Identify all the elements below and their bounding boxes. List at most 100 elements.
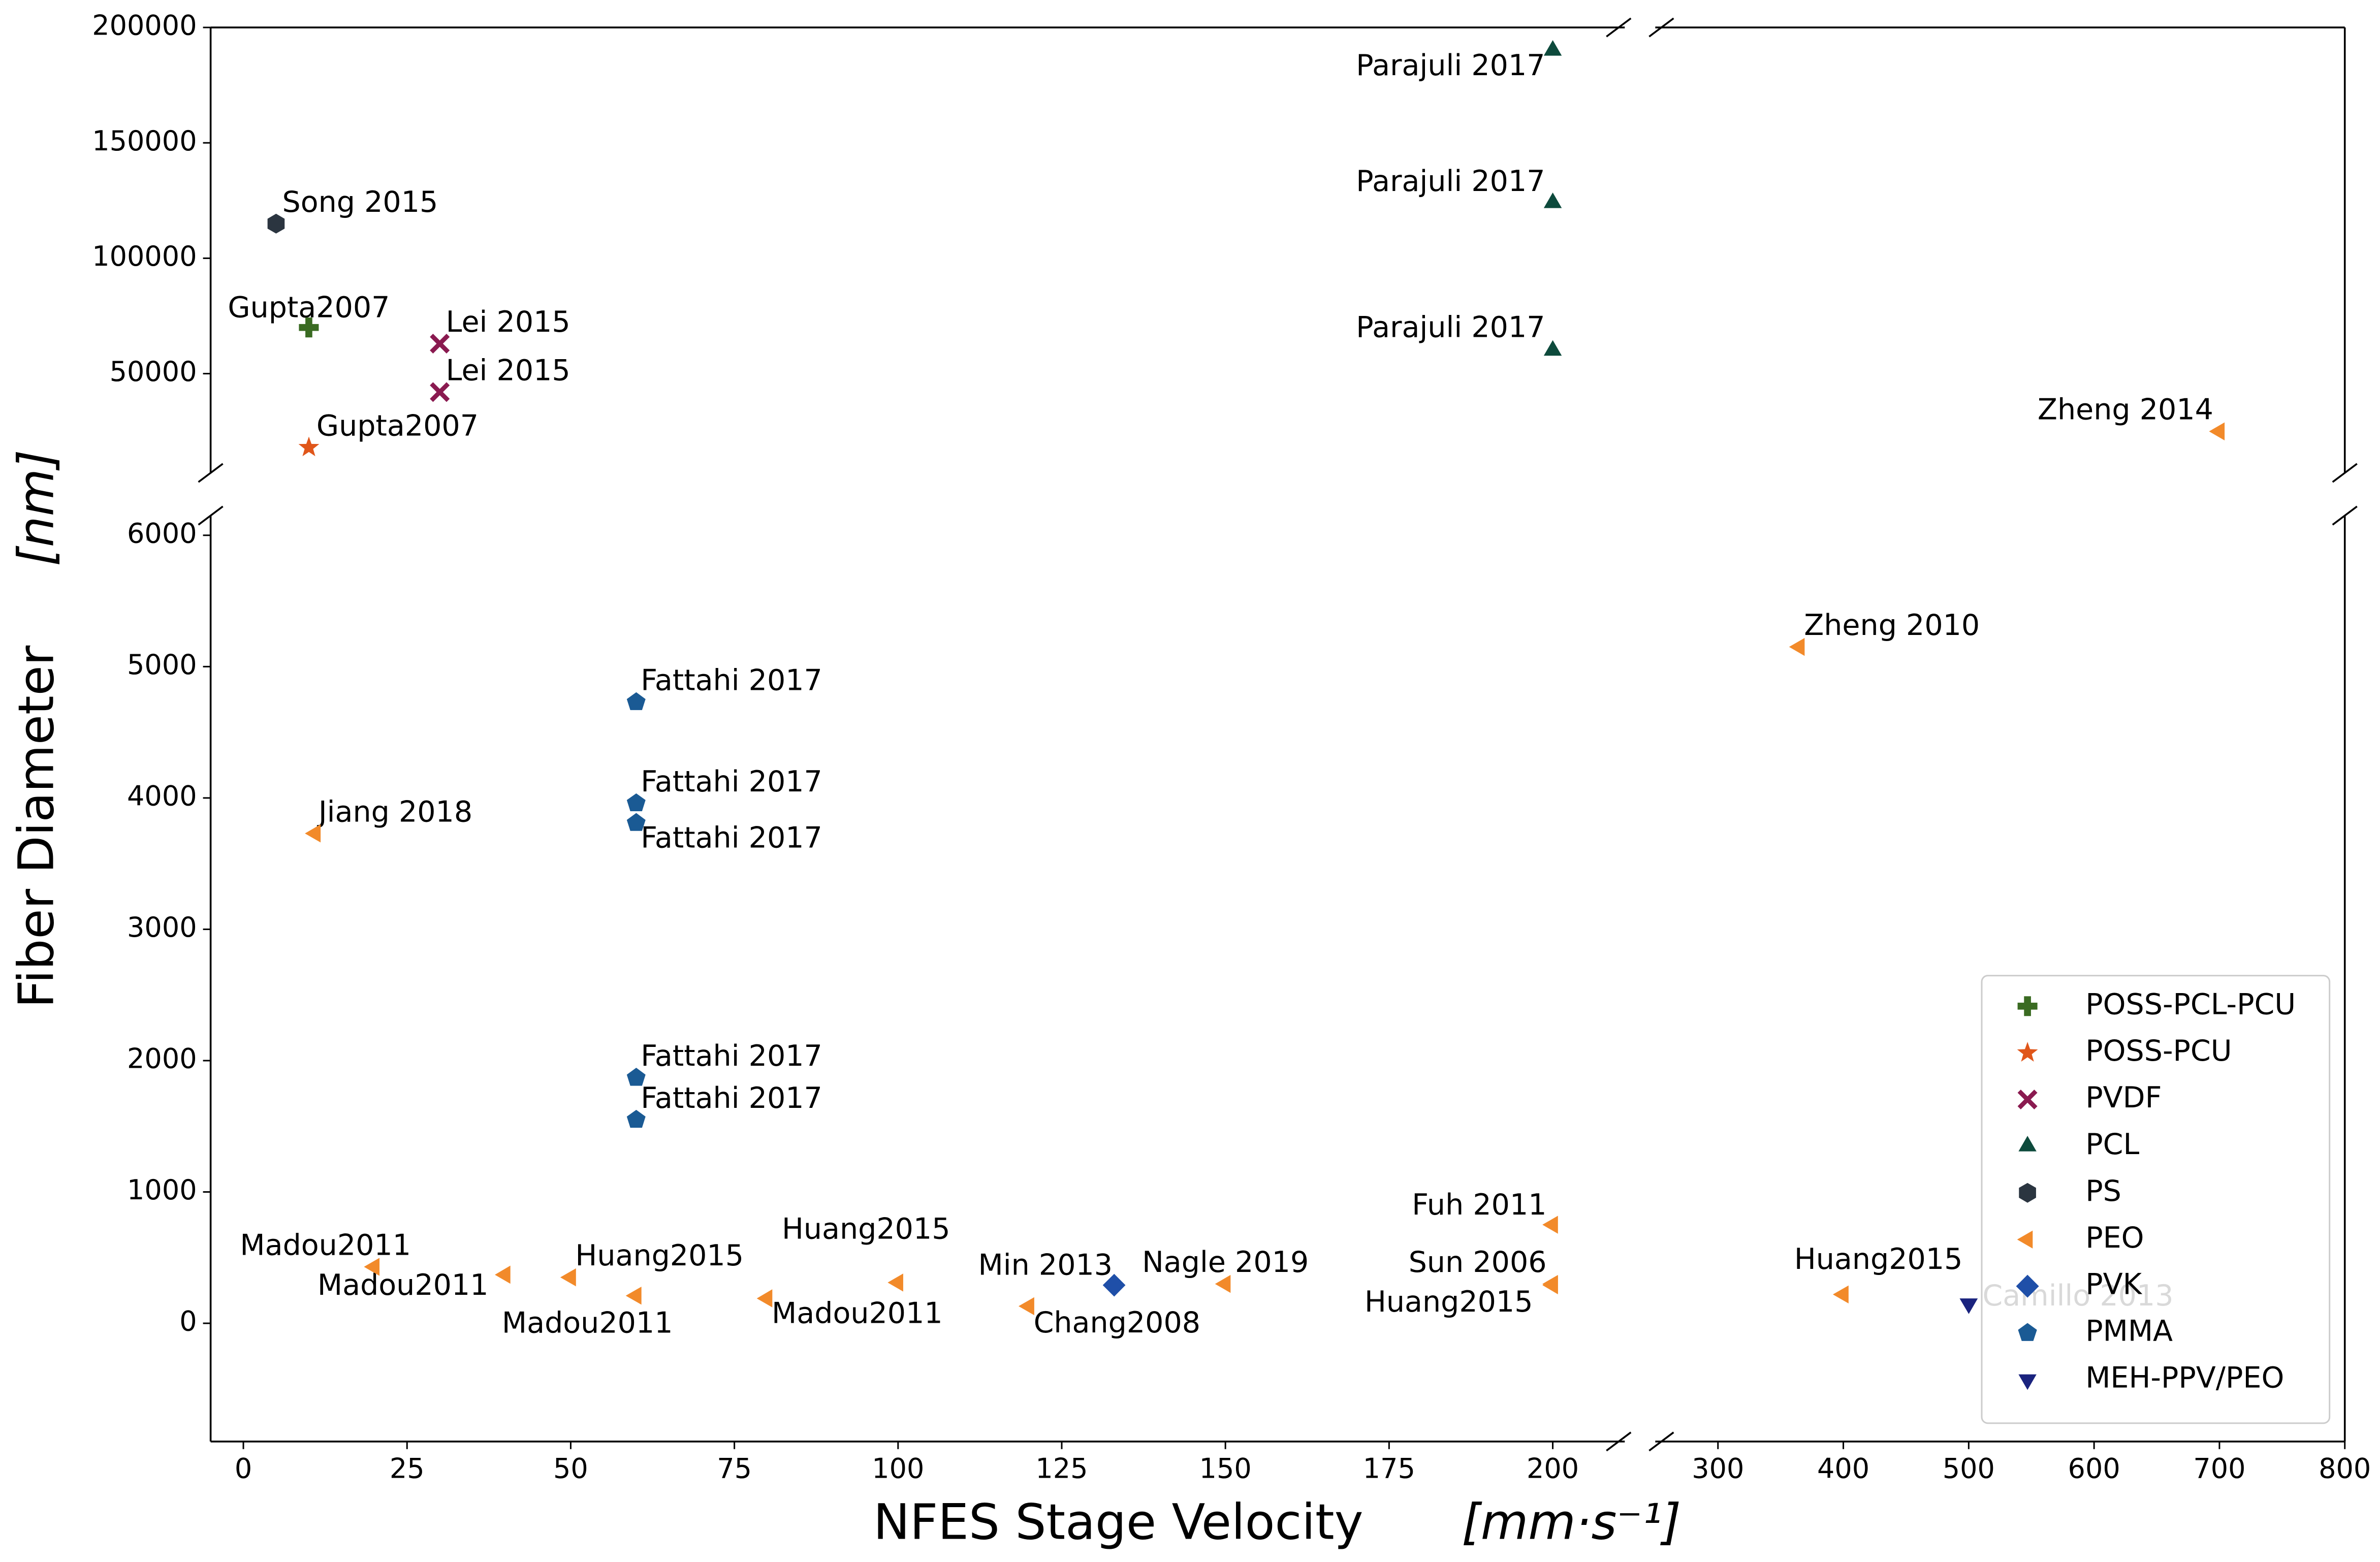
x-tick-label: 800 — [2319, 1452, 2371, 1484]
point-label: Fattahi 2017 — [641, 1081, 822, 1115]
legend-marker — [2018, 1374, 2037, 1390]
legend-label: PVK — [2085, 1268, 2142, 1301]
point — [1543, 40, 1562, 56]
point-label: Jiang 2018 — [317, 795, 472, 828]
point-label: Madou2011 — [240, 1228, 411, 1262]
point — [1543, 340, 1562, 356]
point — [626, 1068, 646, 1086]
y-tick-label: 100000 — [92, 240, 197, 272]
point-label: Fattahi 2017 — [641, 765, 822, 799]
x-tick-label: 50 — [553, 1452, 588, 1484]
legend-label: PVDF — [2085, 1081, 2162, 1114]
y-tick-label: 3000 — [127, 911, 197, 943]
point — [756, 1289, 773, 1308]
x-axis-unit: [mm·s⁻¹] — [1462, 1493, 1681, 1550]
point — [1542, 1276, 1558, 1294]
legend-marker — [2019, 1183, 2036, 1203]
x-tick-label: 200 — [1527, 1452, 1579, 1484]
x-tick-label: 75 — [717, 1452, 752, 1484]
legend-marker — [2018, 1135, 2037, 1152]
points — [267, 40, 2225, 1316]
point — [1018, 1297, 1034, 1316]
point-label: Lei 2015 — [446, 305, 570, 339]
point — [1959, 1298, 1978, 1314]
point — [560, 1268, 576, 1287]
point-label: Huang2015 — [1794, 1242, 1963, 1276]
point-label: Parajuli 2017 — [1356, 165, 1545, 198]
point-label: Madou2011 — [502, 1306, 673, 1340]
legend-marker — [2017, 1089, 2038, 1110]
point — [267, 213, 285, 234]
point — [626, 1109, 646, 1128]
point — [364, 1258, 380, 1276]
point-label: Parajuli 2017 — [1356, 49, 1545, 82]
point — [1102, 1273, 1126, 1297]
y-axis-label: Fiber Diameter — [8, 645, 65, 1008]
point-label: Madou2011 — [318, 1268, 489, 1302]
point-label: Fattahi 2017 — [641, 821, 822, 855]
point — [625, 1286, 642, 1305]
y-tick-label: 150000 — [92, 125, 197, 157]
x-axis-label: NFES Stage Velocity — [873, 1493, 1363, 1550]
legend-marker — [2017, 1042, 2038, 1062]
y-tick-label: 50000 — [110, 356, 197, 388]
point-label: Zheng 2014 — [2038, 393, 2213, 427]
y-tick-label: 6000 — [127, 517, 197, 549]
x-tick-label: 175 — [1363, 1452, 1415, 1484]
point — [626, 793, 646, 811]
y-axis-unit: [nm] — [8, 450, 65, 566]
axes — [198, 17, 2358, 1452]
point — [1832, 1285, 1849, 1304]
y-tick-label: 5000 — [127, 649, 197, 681]
legend-box — [1981, 975, 2331, 1424]
y-tick-label: 0 — [179, 1305, 197, 1337]
point — [626, 692, 646, 710]
point — [2209, 422, 2225, 440]
legend-marker — [2018, 1323, 2037, 1341]
legend-label: POSS-PCU — [2085, 1034, 2232, 1068]
legend-label: MEH-PPV/PEO — [2085, 1361, 2284, 1394]
point-label: Chang2008 — [1034, 1306, 1201, 1340]
point — [305, 824, 321, 843]
point — [1789, 637, 1805, 656]
x-tick-label: 500 — [1943, 1452, 1995, 1484]
x-tick-label: 150 — [1199, 1452, 1252, 1484]
point-label: Huang2015 — [782, 1212, 950, 1246]
legend-marker — [2017, 1230, 2033, 1249]
y-tick-label: 4000 — [127, 780, 197, 812]
point-label: Huang2015 — [575, 1239, 744, 1272]
legend-label: PEO — [2085, 1221, 2144, 1255]
point — [1543, 192, 1562, 208]
point — [298, 436, 320, 457]
point-label: Fattahi 2017 — [641, 664, 822, 697]
point-label: Fuh 2011 — [1412, 1188, 1546, 1222]
point-label: Song 2015 — [282, 185, 438, 219]
point — [495, 1265, 511, 1284]
x-tick-label: 600 — [2068, 1452, 2120, 1484]
point-label: Nagle 2019 — [1142, 1246, 1309, 1279]
x-tick-label: 700 — [2193, 1452, 2245, 1484]
point-label: Lei 2015 — [446, 354, 570, 387]
y-tick-label: 1000 — [127, 1174, 197, 1206]
point-label: Huang2015 — [1364, 1285, 1533, 1319]
point-label: Madou2011 — [772, 1297, 943, 1330]
x-tick-label: 100 — [872, 1452, 924, 1484]
point — [430, 382, 450, 402]
axis-break — [198, 17, 2358, 1452]
point-label: Gupta2007 — [316, 409, 479, 443]
point — [299, 317, 319, 338]
x-tick-label: 25 — [390, 1452, 425, 1484]
x-tick-label: 400 — [1817, 1452, 1869, 1484]
point — [1215, 1274, 1231, 1293]
point-label: Parajuli 2017 — [1356, 311, 1545, 344]
point-label: Fattahi 2017 — [641, 1039, 822, 1073]
point — [887, 1273, 903, 1292]
legend-marker — [2016, 1274, 2039, 1298]
y-tick-label: 2000 — [127, 1043, 197, 1075]
point — [1542, 1216, 1558, 1234]
x-tick-label: 0 — [235, 1452, 252, 1484]
x-tick-label: 125 — [1035, 1452, 1088, 1484]
